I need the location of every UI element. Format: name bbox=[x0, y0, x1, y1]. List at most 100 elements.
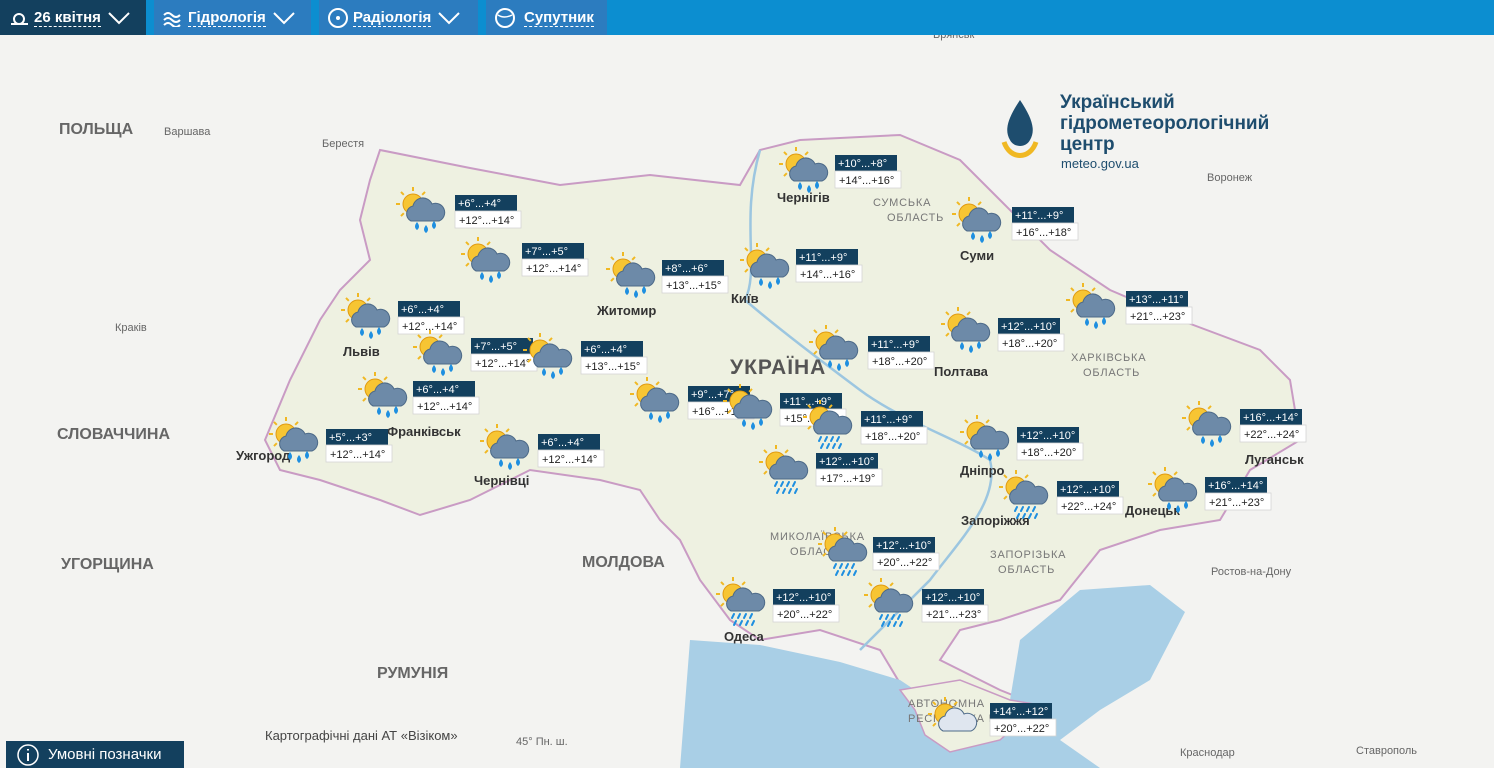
date-button[interactable]: 26 квітня bbox=[0, 0, 146, 35]
night-temp: +12°...+10° bbox=[1020, 430, 1075, 442]
map-label: Одеса bbox=[724, 629, 764, 644]
cloud bbox=[1076, 293, 1116, 318]
day-temp: +21°...+23° bbox=[926, 609, 981, 621]
night-temp: +16°...+14° bbox=[1243, 412, 1298, 424]
forecast: +11°...+9° +16°...+18° bbox=[952, 197, 1079, 243]
night-box bbox=[1012, 207, 1074, 223]
map-label: Чернігів bbox=[777, 190, 830, 205]
sun-ray bbox=[964, 440, 969, 445]
sun-ray bbox=[484, 428, 489, 433]
forecast: +12°...+10° +18°...+20° bbox=[941, 307, 1065, 353]
cloud bbox=[769, 455, 809, 480]
night-temp: +5°...+3° bbox=[329, 432, 372, 444]
sun-ray bbox=[720, 602, 725, 607]
rain-drop bbox=[845, 359, 849, 367]
rain-drop bbox=[1218, 435, 1222, 443]
shower-line bbox=[1026, 506, 1030, 512]
cloud bbox=[828, 537, 868, 562]
night-temp: +9°...+7° bbox=[691, 389, 734, 401]
rain-drop bbox=[658, 415, 662, 423]
day-temp: +20°...+22° bbox=[994, 723, 1049, 735]
satellite-button[interactable]: Супутник bbox=[486, 0, 607, 35]
icon bbox=[11, 13, 28, 25]
night-temp: +11°...+9° bbox=[799, 252, 847, 264]
sun-ray bbox=[828, 404, 833, 409]
rain-drop bbox=[1167, 502, 1171, 510]
sun-ray bbox=[783, 172, 788, 177]
sun-ray bbox=[1091, 287, 1096, 292]
sun-ray bbox=[1070, 287, 1075, 292]
rain-drop bbox=[489, 275, 493, 283]
rain-drop bbox=[996, 449, 1000, 457]
cloud bbox=[471, 247, 511, 272]
sun-ray bbox=[362, 397, 367, 402]
sun-ray bbox=[765, 247, 770, 252]
sun-ray bbox=[400, 212, 405, 217]
night-box bbox=[581, 341, 643, 357]
map-label: Запоріжжя bbox=[961, 513, 1030, 528]
rain-drop bbox=[742, 419, 746, 427]
shower-line bbox=[845, 563, 849, 569]
night-temp: +12°...+10° bbox=[776, 592, 831, 604]
night-box bbox=[413, 381, 475, 397]
rain-drop bbox=[980, 235, 984, 243]
map-credit: Картографічні дані АТ «Візіком» bbox=[265, 728, 458, 743]
sun-ray bbox=[417, 355, 422, 360]
logo: Українськийгідрометеорологічнийцентрmete… bbox=[1001, 92, 1269, 171]
day-box bbox=[661, 275, 729, 294]
chevron bbox=[273, 11, 295, 24]
night-box bbox=[868, 336, 930, 352]
map-label: УКРАЇНА bbox=[730, 356, 826, 379]
shower-line bbox=[879, 614, 883, 620]
sun-ray bbox=[744, 268, 749, 273]
forecast: +8°...+6° +13°...+15° bbox=[606, 252, 729, 298]
sun-ray bbox=[438, 334, 443, 339]
day-temp: +20°...+22° bbox=[877, 557, 932, 569]
rain-drop bbox=[415, 222, 419, 230]
shower-line bbox=[745, 620, 749, 626]
shower-line bbox=[833, 563, 837, 569]
button-label: Супутник bbox=[524, 8, 594, 27]
legend-button[interactable]: Умовні позначки bbox=[6, 741, 184, 768]
map-label: МОЛДОВА bbox=[582, 554, 665, 571]
rain-drop bbox=[1085, 318, 1089, 326]
rain-drop bbox=[960, 342, 964, 350]
day-temp: +22°...+24° bbox=[1244, 429, 1299, 441]
sun-ray bbox=[345, 318, 350, 323]
night-box bbox=[861, 411, 923, 427]
logo-line: центр bbox=[1060, 134, 1115, 155]
night-temp: +12°...+10° bbox=[819, 456, 874, 468]
shower-line bbox=[887, 621, 891, 627]
map-label: 45° Пн. ш. bbox=[516, 736, 568, 748]
cloud bbox=[819, 335, 859, 360]
night-box bbox=[1057, 481, 1119, 497]
shower-line bbox=[841, 570, 845, 576]
hydrology-button[interactable]: Гідрологія bbox=[154, 0, 311, 35]
sun-ray bbox=[807, 425, 812, 430]
radiology-button[interactable]: Радіологія bbox=[319, 0, 478, 35]
rain-drop bbox=[297, 455, 301, 463]
night-temp: +10°...+8° bbox=[838, 158, 887, 170]
night-temp: +11°...+9° bbox=[1015, 210, 1063, 222]
map-label: Ростов-на-Дону bbox=[1211, 566, 1292, 578]
forecast: +12°...+10° +17°...+19° bbox=[759, 445, 883, 494]
day-box bbox=[1056, 496, 1124, 515]
map-label: Чернівці bbox=[474, 473, 529, 488]
day-box bbox=[989, 718, 1057, 737]
toolbar: 26 квітня Гідрологія Радіологія Супутник bbox=[0, 0, 1494, 35]
rain-drop bbox=[828, 360, 832, 368]
map-label: СУМСЬКА bbox=[873, 197, 931, 209]
shower-line bbox=[847, 570, 851, 576]
rain-drop bbox=[666, 411, 670, 419]
night-box bbox=[1126, 291, 1188, 307]
rain-drop bbox=[977, 341, 981, 349]
rain-drop bbox=[449, 364, 453, 372]
cloud bbox=[368, 382, 408, 407]
forecast: +12°...+10° +21°...+23° bbox=[864, 578, 989, 627]
day-temp: +17°...+19° bbox=[820, 473, 875, 485]
night-temp: +6°...+4° bbox=[401, 304, 444, 316]
sun-ray bbox=[362, 376, 367, 381]
forecast: +13°...+11° +21°...+23° bbox=[1066, 283, 1193, 329]
day-temp: +12°...+14° bbox=[330, 449, 385, 461]
map-label: Донецьк bbox=[1125, 503, 1180, 518]
